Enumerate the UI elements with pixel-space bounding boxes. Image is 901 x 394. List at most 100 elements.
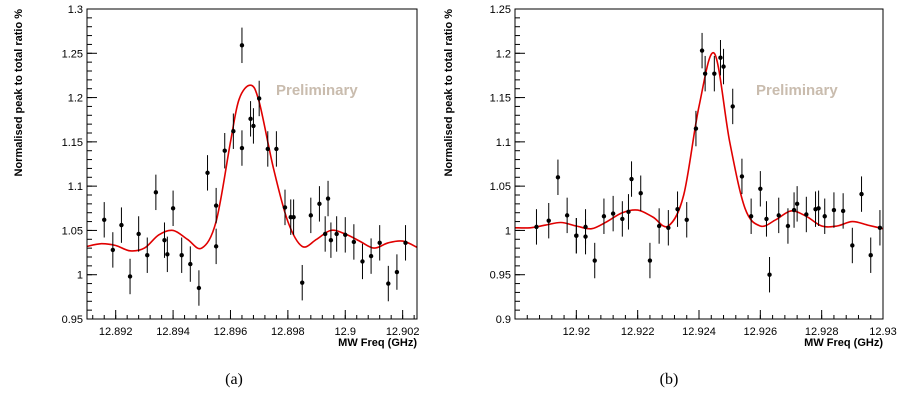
data-marker	[308, 213, 314, 218]
data-point	[248, 101, 253, 137]
panel-b-x-axis-title: MW Freq (GHz)	[804, 337, 883, 349]
y-tick-label: 1.1	[496, 137, 511, 149]
data-marker	[265, 146, 270, 152]
data-marker	[675, 206, 680, 212]
data-point	[702, 55, 708, 92]
data-marker	[534, 224, 539, 230]
panel-a-points-layer	[102, 27, 408, 306]
data-point	[785, 208, 791, 244]
data-point	[205, 155, 210, 191]
data-marker	[877, 225, 883, 230]
data-marker	[136, 231, 141, 237]
data-point	[868, 237, 873, 273]
data-marker	[739, 174, 745, 179]
data-marker	[145, 253, 150, 258]
data-point	[213, 228, 219, 265]
data-point	[179, 237, 184, 273]
data-point	[610, 195, 616, 232]
data-marker	[368, 253, 374, 259]
data-point	[666, 210, 671, 246]
fit-curve	[514, 51, 884, 230]
y-tick-label: 1.2	[496, 48, 511, 60]
data-point	[334, 216, 339, 252]
data-marker	[239, 145, 245, 151]
data-marker	[555, 175, 561, 180]
panel-b-fit-layer	[514, 51, 884, 230]
data-marker	[859, 191, 864, 197]
data-point	[145, 237, 150, 273]
data-marker	[822, 214, 827, 219]
data-marker	[127, 274, 133, 279]
x-tick-label: 12.902	[386, 326, 420, 338]
data-point	[574, 218, 579, 254]
data-point	[583, 209, 588, 245]
fit-curve	[86, 84, 418, 252]
data-marker	[868, 253, 873, 258]
data-marker	[693, 126, 699, 131]
data-marker	[153, 190, 159, 195]
data-marker	[102, 217, 107, 222]
panel-b-points-layer	[534, 32, 883, 293]
data-marker	[748, 214, 754, 219]
data-point	[317, 186, 322, 222]
data-point	[748, 198, 754, 234]
panel-a-frame	[86, 8, 418, 320]
x-tick-label: 12.928	[805, 326, 839, 338]
x-tick-label: 12.92	[563, 326, 591, 338]
data-point	[767, 257, 772, 293]
data-marker	[394, 269, 400, 275]
data-marker	[213, 203, 219, 208]
data-marker	[282, 205, 288, 210]
data-marker	[791, 207, 797, 213]
data-point	[638, 175, 643, 211]
data-point	[831, 192, 837, 228]
data-marker	[328, 237, 334, 243]
data-marker	[119, 222, 124, 228]
data-marker	[684, 217, 689, 222]
panel-a-caption: (a)	[225, 371, 243, 388]
data-point	[403, 225, 408, 261]
data-marker	[776, 213, 781, 218]
data-point	[102, 202, 107, 238]
data-point	[360, 243, 365, 280]
data-marker	[626, 209, 631, 215]
data-point	[592, 242, 597, 279]
data-marker	[794, 201, 800, 207]
data-marker	[638, 191, 643, 196]
data-point	[325, 180, 331, 217]
data-marker	[179, 253, 184, 258]
panel-a-y-axis-title: Normalised peak to total ratio %	[13, 9, 25, 177]
data-marker	[188, 261, 193, 267]
y-tick-label: 1.15	[62, 137, 83, 149]
data-marker	[351, 239, 357, 245]
data-point	[170, 190, 176, 226]
data-point	[601, 198, 607, 234]
panel-a-preliminary-label: Preliminary	[276, 82, 358, 99]
data-marker	[564, 213, 570, 218]
data-marker	[656, 223, 662, 229]
data-point	[822, 198, 827, 234]
data-point	[816, 190, 821, 226]
data-point	[308, 197, 314, 234]
x-tick-label: 12.898	[271, 326, 305, 338]
data-marker	[343, 232, 348, 238]
data-marker	[629, 176, 634, 182]
data-point	[859, 176, 864, 212]
panel-a-y-ticks: 0.95 1 1.05 1.1 1.15 1.2 1.25 1.3	[62, 4, 97, 326]
y-tick-label: 1.1	[68, 181, 83, 193]
y-tick-label: 1	[505, 225, 511, 237]
y-tick-label: 1.3	[68, 4, 83, 16]
data-marker	[317, 201, 322, 207]
x-tick-label: 12.892	[99, 326, 133, 338]
panel-a-x-axis-title: MW Freq (GHz)	[338, 337, 417, 349]
data-point	[620, 201, 625, 237]
data-marker	[170, 206, 176, 211]
y-tick-label: 1	[77, 270, 83, 282]
data-point	[764, 201, 769, 237]
data-marker	[205, 170, 210, 176]
data-marker	[386, 281, 391, 286]
data-point	[162, 222, 167, 258]
data-marker	[699, 48, 705, 53]
data-marker	[574, 233, 579, 238]
data-marker	[804, 212, 809, 217]
